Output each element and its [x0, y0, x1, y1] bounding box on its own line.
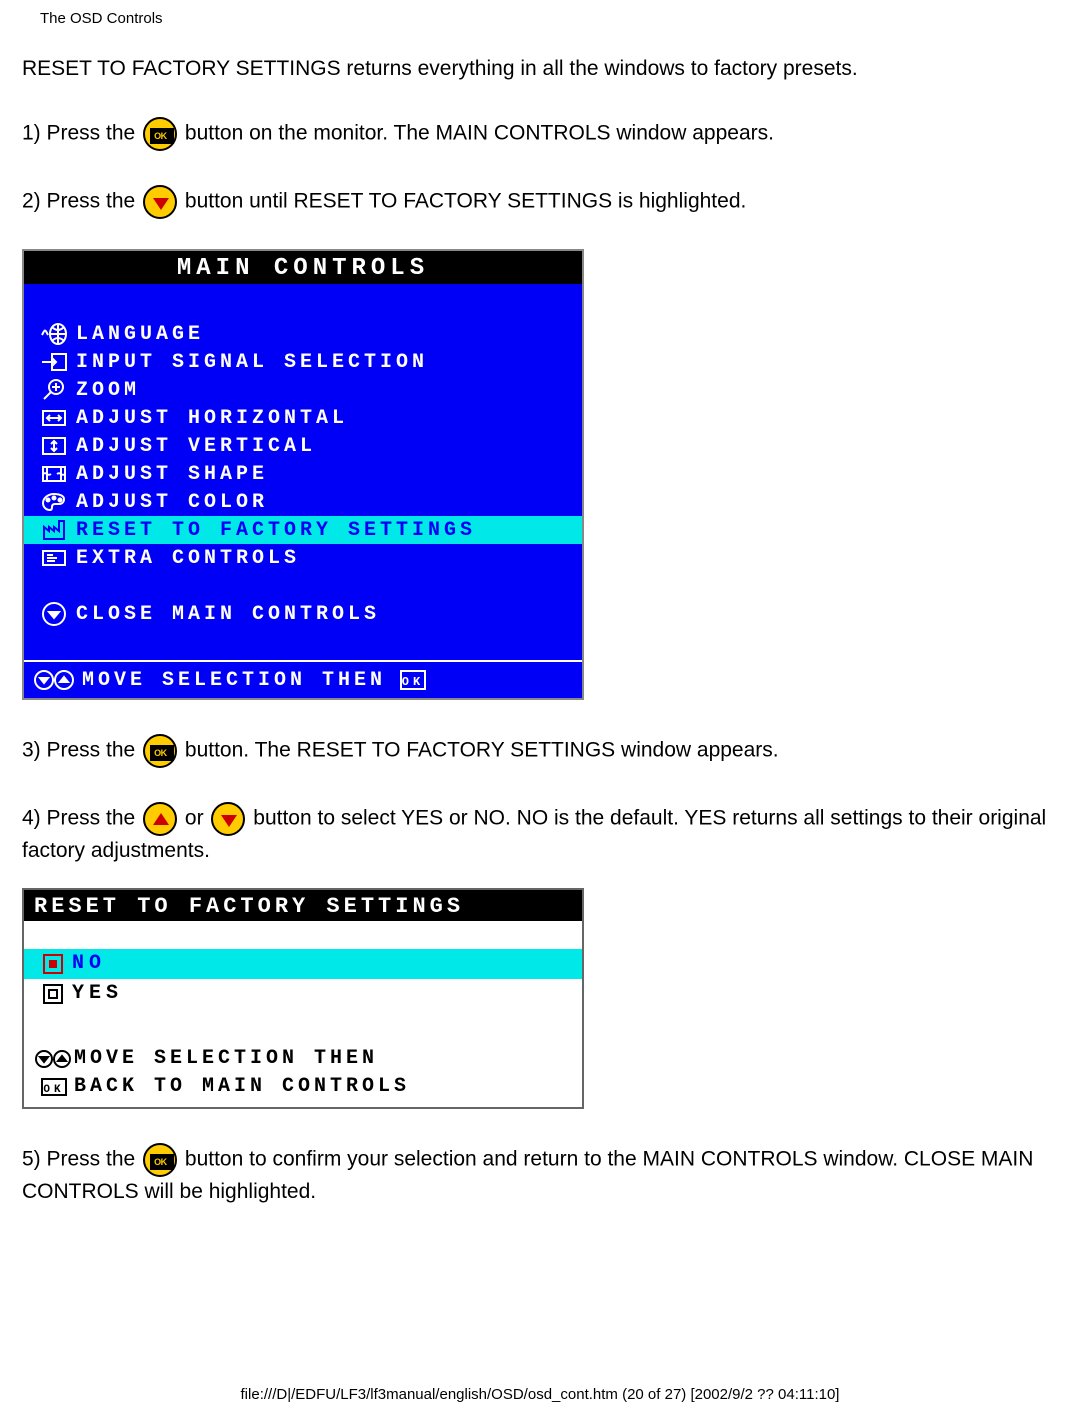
step-3-text-b: button. The RESET TO FACTORY SETTINGS wi…: [185, 739, 779, 762]
adjust-shape-icon: [32, 464, 76, 484]
step-3: 3) Press the button. The RESET TO FACTOR…: [22, 734, 1058, 768]
extra-controls-icon: [32, 548, 76, 568]
step-4: 4) Press the or button to select YES or …: [22, 802, 1058, 865]
osd-item-close[interactable]: CLOSE MAIN CONTROLS: [24, 600, 582, 628]
osd-item-label: ZOOM: [76, 379, 140, 402]
osd2-footer: MOVE SELECTION THEN OK BACK TO MAIN CONT…: [24, 1037, 582, 1107]
step-1: 1) Press the button on the monitor. The …: [22, 117, 1058, 151]
osd-item-label: EXTRA CONTROLS: [76, 547, 300, 570]
svg-text:OK: OK: [402, 675, 424, 689]
osd-item-adj-shape[interactable]: ADJUST SHAPE: [24, 460, 582, 488]
step-5-text-a: 5) Press the: [22, 1147, 141, 1170]
osd-item-reset[interactable]: RESET TO FACTORY SETTINGS: [24, 516, 582, 544]
down-button-icon: [143, 185, 177, 219]
osd-item-adj-v[interactable]: ADJUST VERTICAL: [24, 432, 582, 460]
language-icon: [32, 323, 76, 345]
osd-item-label: RESET TO FACTORY SETTINGS: [76, 519, 476, 542]
up-down-icon: [32, 668, 76, 692]
osd-title: MAIN CONTROLS: [24, 251, 582, 284]
step-3-text-a: 3) Press the: [22, 739, 141, 762]
up-down-icon: [34, 1048, 74, 1070]
osd-item-adj-h[interactable]: ADJUST HORIZONTAL: [24, 404, 582, 432]
osd-item-language[interactable]: LANGUAGE: [24, 320, 582, 348]
intro-text: RESET TO FACTORY SETTINGS returns everyt…: [22, 55, 1058, 83]
osd-item-input[interactable]: INPUT SIGNAL SELECTION: [24, 348, 582, 376]
osd-item-label: LANGUAGE: [76, 323, 204, 346]
osd-item-label: ADJUST COLOR: [76, 491, 268, 514]
file-path-footer: file:///D|/EDFU/LF3/lf3manual/english/OS…: [22, 1386, 1058, 1403]
step-4-text-a: 4) Press the: [22, 807, 141, 830]
adjust-horizontal-icon: [32, 408, 76, 428]
osd-item-label: INPUT SIGNAL SELECTION: [76, 351, 428, 374]
reset-osd: RESET TO FACTORY SETTINGS NO YES MOVE SE…: [22, 888, 584, 1109]
down-button-icon: [211, 802, 245, 836]
radio-selected-icon: [34, 953, 72, 975]
step-1-text-b: button on the monitor. The MAIN CONTROLS…: [185, 122, 774, 145]
osd-close-label: CLOSE MAIN CONTROLS: [76, 603, 380, 626]
svg-text:OK: OK: [43, 1084, 64, 1096]
step-1-text-a: 1) Press the: [22, 122, 141, 145]
osd2-option-yes[interactable]: YES: [24, 979, 582, 1009]
osd-item-label: ADJUST SHAPE: [76, 463, 268, 486]
radio-unselected-icon: [34, 983, 72, 1005]
ok-small-icon: OK: [400, 670, 426, 690]
osd-footer: MOVE SELECTION THEN OK: [24, 660, 582, 698]
osd-item-label: ADJUST VERTICAL: [76, 435, 316, 458]
factory-icon: [32, 519, 76, 541]
adjust-color-icon: [32, 492, 76, 512]
up-button-icon: [143, 802, 177, 836]
osd2-title: RESET TO FACTORY SETTINGS: [24, 890, 582, 921]
osd-item-label: ADJUST HORIZONTAL: [76, 407, 348, 430]
page-header: The OSD Controls: [40, 10, 1058, 27]
ok-button-icon: [143, 734, 177, 768]
input-icon: [32, 352, 76, 372]
step-2-text-a: 2) Press the: [22, 190, 141, 213]
osd2-footer-1: MOVE SELECTION THEN: [74, 1047, 378, 1070]
osd-footer-text: MOVE SELECTION THEN: [82, 669, 386, 692]
close-down-icon: [32, 601, 76, 627]
osd-item-zoom[interactable]: ZOOM: [24, 376, 582, 404]
step-2: 2) Press the button until RESET TO FACTO…: [22, 185, 1058, 219]
osd-item-extra[interactable]: EXTRA CONTROLS: [24, 544, 582, 572]
ok-button-icon: [143, 117, 177, 151]
step-2-text-b: button until RESET TO FACTORY SETTINGS i…: [185, 190, 746, 213]
osd2-option-no[interactable]: NO: [24, 949, 582, 979]
ok-small-icon: OK: [34, 1077, 74, 1097]
zoom-icon: [32, 378, 76, 402]
ok-button-icon: [143, 1143, 177, 1177]
osd-item-adj-color[interactable]: ADJUST COLOR: [24, 488, 582, 516]
main-controls-osd: MAIN CONTROLS LANGUAGE INPUT SIGNAL SELE…: [22, 249, 584, 700]
osd2-yes-label: YES: [72, 982, 123, 1005]
step-4-text-b: or: [185, 807, 210, 830]
osd2-body: NO YES MOVE SELECTION THEN OK BACK TO MA…: [24, 921, 582, 1107]
osd2-footer-2: BACK TO MAIN CONTROLS: [74, 1075, 410, 1098]
step-5: 5) Press the button to confirm your sele…: [22, 1143, 1058, 1206]
adjust-vertical-icon: [32, 436, 76, 456]
osd2-no-label: NO: [72, 952, 106, 975]
osd-body: LANGUAGE INPUT SIGNAL SELECTION ZOOM ADJ…: [24, 284, 582, 660]
